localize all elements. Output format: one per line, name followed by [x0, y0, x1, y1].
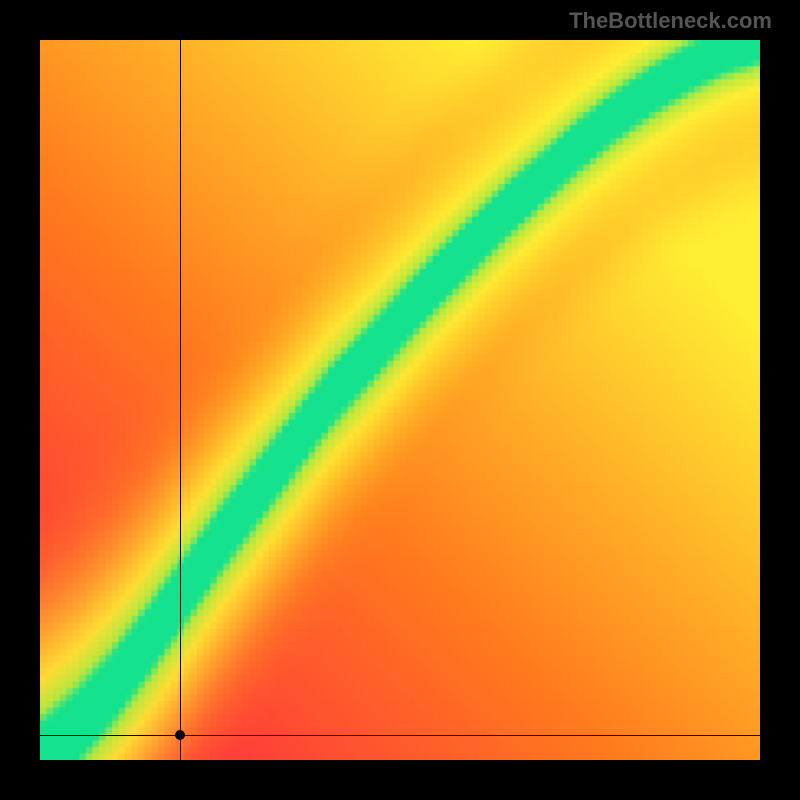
heatmap-plot-area [40, 40, 760, 760]
crosshair-marker [175, 730, 185, 740]
watermark-text: TheBottleneck.com [569, 8, 772, 34]
crosshair-horizontal [40, 735, 760, 736]
crosshair-vertical [180, 40, 181, 760]
heatmap-canvas [40, 40, 760, 760]
